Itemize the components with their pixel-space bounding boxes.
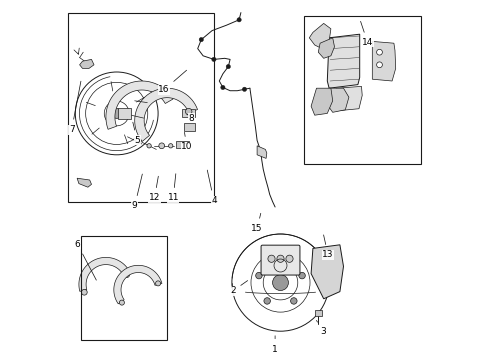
Text: 16: 16 — [158, 70, 186, 94]
Text: 12: 12 — [148, 176, 160, 202]
Text: 5: 5 — [133, 122, 140, 145]
Circle shape — [285, 255, 292, 262]
Bar — [182, 109, 195, 117]
Polygon shape — [326, 34, 359, 88]
Circle shape — [168, 144, 172, 148]
Polygon shape — [309, 23, 330, 49]
Bar — [184, 123, 195, 131]
Polygon shape — [106, 81, 173, 129]
Text: 1: 1 — [272, 336, 277, 354]
Text: 3: 3 — [316, 320, 325, 336]
Polygon shape — [134, 88, 197, 141]
Polygon shape — [326, 88, 348, 112]
Circle shape — [123, 272, 129, 278]
Circle shape — [159, 143, 164, 149]
Circle shape — [264, 298, 270, 304]
Circle shape — [277, 257, 283, 263]
Bar — [68, 13, 213, 202]
Polygon shape — [176, 141, 188, 148]
Text: 14: 14 — [360, 21, 372, 47]
Circle shape — [111, 108, 122, 118]
Bar — [314, 310, 321, 316]
Circle shape — [81, 289, 87, 295]
Circle shape — [267, 255, 275, 262]
Polygon shape — [371, 41, 395, 81]
Text: 4: 4 — [207, 170, 216, 205]
Circle shape — [237, 18, 241, 22]
Polygon shape — [318, 38, 334, 58]
Circle shape — [185, 108, 192, 115]
Circle shape — [220, 85, 224, 90]
Circle shape — [298, 273, 305, 279]
Polygon shape — [310, 245, 343, 299]
Circle shape — [276, 255, 284, 262]
Circle shape — [119, 300, 124, 305]
Circle shape — [376, 49, 382, 55]
Text: 11: 11 — [167, 174, 179, 202]
Circle shape — [199, 37, 203, 42]
Circle shape — [290, 298, 297, 304]
Text: 10: 10 — [181, 132, 192, 152]
Circle shape — [211, 57, 216, 62]
Circle shape — [146, 144, 151, 148]
Text: 9: 9 — [132, 174, 142, 210]
Text: 15: 15 — [251, 213, 263, 233]
Bar — [81, 236, 167, 340]
Circle shape — [255, 273, 262, 279]
Text: 13: 13 — [322, 235, 333, 259]
FancyBboxPatch shape — [261, 245, 299, 275]
Circle shape — [242, 87, 246, 91]
Text: 8: 8 — [187, 113, 194, 122]
Text: 7: 7 — [69, 81, 81, 134]
Polygon shape — [80, 59, 94, 68]
Circle shape — [225, 64, 230, 69]
Polygon shape — [310, 88, 332, 115]
Text: 6: 6 — [75, 240, 96, 280]
Polygon shape — [77, 178, 91, 187]
Polygon shape — [114, 265, 162, 304]
Polygon shape — [79, 257, 129, 291]
Text: 2: 2 — [230, 280, 247, 295]
Bar — [303, 16, 420, 164]
Circle shape — [272, 275, 288, 291]
Circle shape — [155, 281, 160, 286]
Bar — [118, 108, 131, 119]
Polygon shape — [333, 86, 362, 111]
Circle shape — [376, 62, 382, 68]
Polygon shape — [257, 146, 266, 158]
